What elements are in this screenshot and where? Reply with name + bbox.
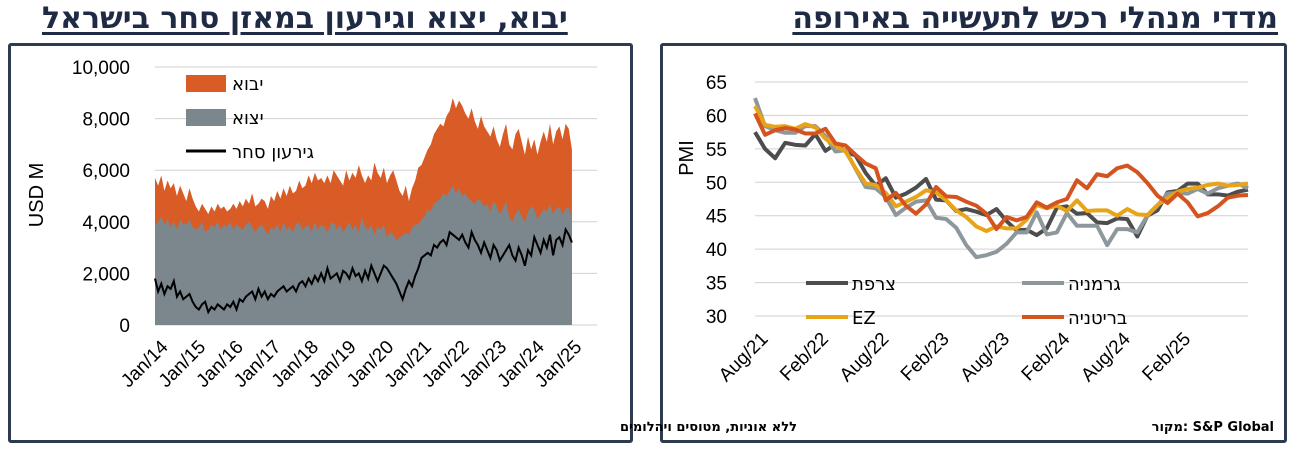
legend-balance-label: גירעון סחר [232,142,314,163]
right-x-tick-label: Aug/24 [1077,328,1135,386]
left-balance-line [154,226,573,315]
legend-france-label: צרפת [852,274,896,295]
right-chart-frame [660,43,1287,443]
left-y-tick-label: 0 [119,316,130,337]
right-x-ticks: Aug/21 Feb/22 Aug/22 Feb/23 Aug/23 Feb/24 Aug/… [715,328,1195,386]
trade-balance-line [154,226,573,315]
right-x-tick-label: Feb/24 [1018,328,1075,385]
right-pmi-lines [753,97,1249,260]
left-x-ticks: Jan/14Jan/15Jan/16Jan/17Jan/18Jan/19Jan/… [117,336,586,391]
left-y-ticks: 0 2,000 4,000 6,000 8,000 10,000 [72,58,130,337]
left-y-axis-label: USD M [26,163,48,227]
legend-ez-label: EZ [852,308,876,329]
legend-export-label: יצוא [232,108,264,129]
left-y-tick-label: 8,000 [82,110,130,131]
legend-export-swatch [186,109,226,126]
left-y-tick-label: 10,000 [72,58,130,79]
right-x-tick-label: Aug/23 [957,329,1014,386]
right-y-ticks: 30 35 40 45 50 55 60 65 [706,73,727,328]
right-footnote: מקור: S&P Global [1152,420,1274,435]
left-y-tick-label: 2,000 [82,264,130,285]
right-y-tick-label: 65 [706,73,727,94]
right-chart-title: מדדי מנהלי רכש לתעשייה באירופה [792,1,1278,36]
right-x-tick-label: Aug/21 [715,329,772,386]
left-areas [155,97,572,326]
right-x-tick-label: Feb/22 [776,329,833,386]
legend-import-label: יבוא [232,74,263,95]
right-y-tick-label: 45 [706,207,727,228]
right-y-tick-label: 50 [706,173,727,194]
right-y-tick-label: 30 [706,307,727,328]
right-x-tick-label: Aug/22 [836,329,893,386]
right-y-tick-label: 55 [706,140,727,161]
left-y-tick-label: 6,000 [82,161,130,182]
left-footnote: ללא אוניות, מטוסים ויהלומים [620,420,797,435]
right-y-tick-label: 40 [706,240,727,261]
right-y-axis-label: PMI [676,140,698,176]
right-x-tick-label: Feb/23 [897,329,954,386]
uk-pmi-line [753,112,1249,232]
legend-germany-label: גרמניה [1068,274,1121,295]
right-x-tick-label: Feb/25 [1138,329,1195,386]
left-y-tick-label: 4,000 [82,213,130,234]
right-y-tick-label: 35 [706,274,727,295]
left-chart-title: יבוא, יצוא וגירעון במאזן סחר בישראל [42,1,568,36]
left-legend: יבוא יצוא גירעון סחר [186,74,314,163]
legend-import-swatch [186,75,226,92]
right-legend: צרפת גרמניה EZ בריטניה [806,274,1127,329]
germany-pmi-line [753,97,1249,260]
right-y-tick-label: 60 [706,106,727,127]
legend-uk-label: בריטניה [1068,308,1127,329]
